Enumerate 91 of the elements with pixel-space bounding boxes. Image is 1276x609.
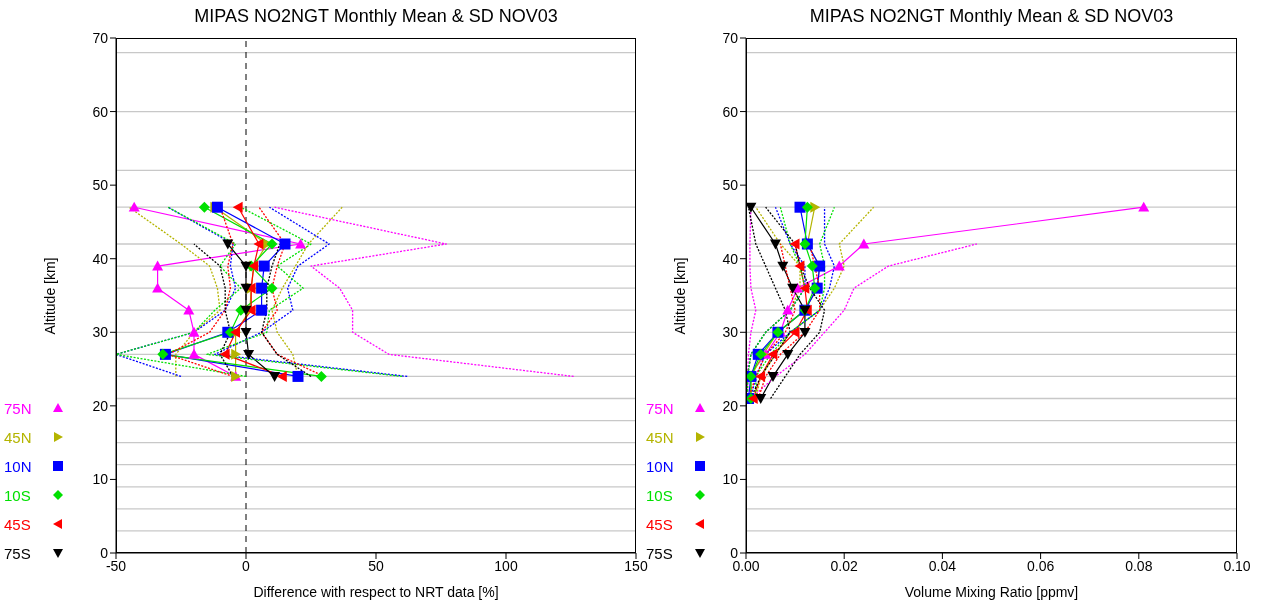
point	[755, 370, 766, 382]
point	[833, 260, 845, 271]
point	[806, 260, 818, 272]
y-tick-label: 20	[92, 397, 109, 414]
point	[276, 370, 287, 382]
point	[789, 326, 800, 338]
x-axis-title: Difference with respect to NRT data [%]	[252, 584, 500, 600]
x-tick-label: 100	[494, 557, 518, 574]
point	[746, 202, 757, 213]
legend-label: 45N	[646, 428, 675, 446]
y-tick-label: 30	[722, 324, 739, 341]
point	[755, 394, 767, 404]
point	[801, 201, 813, 213]
legend-label: 45N	[4, 428, 33, 446]
y-tick-label: 30	[92, 324, 109, 341]
y-tick-label: 40	[92, 250, 109, 267]
point	[269, 372, 281, 382]
legend-label: 10S	[646, 486, 674, 504]
legend-label: 10N	[646, 457, 675, 475]
x-tick-label: 0.02	[830, 557, 859, 574]
point	[256, 304, 268, 316]
point	[219, 348, 230, 360]
point	[787, 283, 799, 294]
point	[128, 201, 140, 212]
point	[266, 238, 278, 250]
legend-label: 10N	[4, 457, 33, 475]
point	[295, 238, 307, 249]
point	[782, 349, 794, 360]
y-tick-label: 60	[92, 103, 109, 120]
legend-label: 75S	[4, 544, 32, 562]
point	[152, 260, 164, 271]
x-axis-title: Volume Mixing Ratio [ppmv]	[903, 584, 1080, 600]
line-series	[273, 206, 575, 378]
legend-label: 10S	[4, 486, 32, 504]
y-axis-title: Altitude [km]	[672, 256, 688, 335]
point	[240, 283, 252, 294]
point	[279, 238, 291, 250]
point	[183, 304, 195, 315]
point	[769, 239, 781, 250]
chart-title: MIPAS NO2NGT Monthly Mean & SD NOV03	[808, 6, 1175, 27]
x-tick-label: 150	[624, 557, 648, 574]
point	[292, 370, 304, 382]
y-tick-label: 10	[92, 471, 109, 488]
point	[231, 348, 242, 360]
legend-label: 75N	[646, 399, 675, 417]
point	[232, 201, 243, 213]
point	[315, 370, 327, 382]
point	[258, 260, 270, 272]
point	[240, 305, 252, 316]
y-tick-label: 50	[92, 177, 109, 194]
point	[782, 304, 794, 315]
point	[799, 282, 810, 294]
y-axis-title: Altitude [km]	[42, 256, 58, 335]
point	[256, 282, 268, 294]
point	[767, 348, 778, 360]
x-tick-label: 0.10	[1223, 557, 1251, 574]
point	[253, 238, 264, 250]
y-tick-label: 40	[722, 250, 739, 267]
point	[240, 261, 252, 272]
point	[794, 260, 805, 272]
y-tick-label: 70	[92, 29, 109, 46]
y-tick-label: 60	[722, 103, 739, 120]
x-tick-label: 0	[242, 557, 251, 574]
line-series	[764, 206, 826, 400]
point	[777, 261, 789, 272]
x-tick-label: 50	[368, 557, 384, 574]
point	[1138, 201, 1150, 212]
legend-label: 75N	[4, 399, 33, 417]
point	[188, 326, 200, 337]
point	[240, 327, 252, 338]
y-tick-label: 70	[722, 29, 739, 46]
point	[789, 238, 800, 250]
y-tick-label: 20	[722, 397, 739, 414]
y-tick-label: 50	[722, 177, 739, 194]
point	[188, 348, 200, 359]
chart-title: MIPAS NO2NGT Monthly Mean & SD NOV03	[193, 6, 559, 27]
point	[198, 201, 210, 213]
point	[243, 349, 255, 360]
point	[222, 239, 234, 250]
legend-label: 75S	[646, 544, 674, 562]
point	[799, 327, 811, 338]
y-tick-label: 10	[722, 471, 739, 488]
x-tick-label: 0.04	[928, 557, 957, 574]
point	[152, 282, 164, 293]
x-tick-label: 0.06	[1026, 557, 1055, 574]
point	[858, 238, 870, 249]
point	[266, 282, 278, 294]
legend-label: 45S	[646, 515, 674, 533]
point	[767, 372, 779, 382]
legend-label: 45S	[4, 515, 32, 533]
x-tick-label: 0.08	[1125, 557, 1153, 574]
